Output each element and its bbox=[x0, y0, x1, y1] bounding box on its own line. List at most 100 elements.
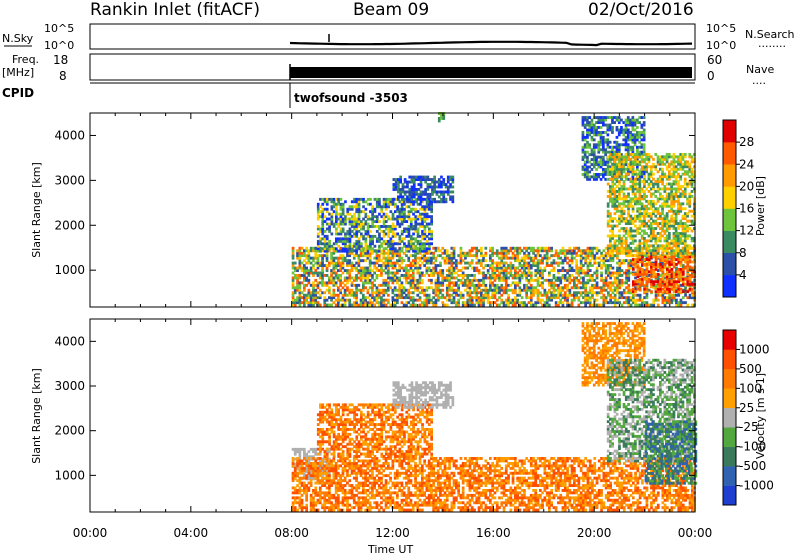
data-cell bbox=[403, 202, 406, 206]
data-cell bbox=[602, 116, 605, 119]
data-cell bbox=[645, 195, 648, 198]
data-cell bbox=[665, 177, 669, 181]
data-cell bbox=[649, 222, 653, 225]
data-cell bbox=[591, 283, 594, 287]
data-cell bbox=[636, 229, 639, 233]
data-cell bbox=[602, 145, 605, 149]
data-cell bbox=[631, 187, 635, 191]
data-cell bbox=[656, 209, 660, 213]
data-cell bbox=[402, 291, 406, 295]
data-cell bbox=[629, 288, 633, 292]
data-cell bbox=[672, 224, 676, 228]
data-cell bbox=[652, 251, 655, 255]
data-cell bbox=[654, 165, 658, 169]
data-cell bbox=[364, 271, 367, 275]
data-cell bbox=[398, 234, 402, 238]
data-cell bbox=[450, 293, 454, 297]
data-cell bbox=[373, 207, 377, 211]
data-cell bbox=[466, 301, 470, 305]
data-cell bbox=[672, 227, 676, 230]
data-cell bbox=[633, 123, 637, 127]
data-cell bbox=[609, 301, 612, 305]
data-cell bbox=[514, 276, 517, 280]
data-cell bbox=[631, 222, 635, 225]
data-cell bbox=[337, 278, 340, 282]
data-cell bbox=[400, 274, 404, 277]
data-cell bbox=[604, 276, 608, 280]
data-cell bbox=[455, 303, 458, 307]
data-cell bbox=[582, 271, 585, 275]
data-cell bbox=[416, 281, 420, 285]
data-cell bbox=[597, 140, 601, 144]
data-cell bbox=[618, 214, 621, 218]
data-cell bbox=[668, 293, 671, 297]
data-cell bbox=[482, 301, 485, 305]
data-cell bbox=[314, 261, 318, 265]
data-cell bbox=[541, 303, 544, 307]
data-cell bbox=[484, 293, 488, 297]
data-cell bbox=[609, 234, 612, 238]
data-cell bbox=[425, 293, 429, 297]
data-cell bbox=[477, 269, 481, 272]
data-cell bbox=[455, 276, 458, 280]
data-cell bbox=[470, 249, 474, 253]
data-cell bbox=[441, 296, 445, 300]
data-cell bbox=[498, 303, 501, 307]
data-cell bbox=[665, 227, 669, 230]
data-cell bbox=[489, 266, 492, 270]
data-cell bbox=[400, 293, 404, 297]
data-cell bbox=[554, 254, 558, 258]
nsky-panel: N.Sky 10^5 10^0 10^5 10^0 N.Search .....… bbox=[2, 22, 795, 52]
data-cell bbox=[346, 237, 350, 241]
data-cell bbox=[489, 276, 492, 280]
data-cell bbox=[643, 204, 646, 208]
data-cell bbox=[428, 202, 431, 206]
data-cell bbox=[527, 266, 531, 270]
data-cell bbox=[636, 251, 639, 255]
data-cell bbox=[428, 247, 431, 251]
data-cell bbox=[303, 249, 306, 253]
data-cell bbox=[316, 232, 320, 236]
data-cell bbox=[449, 175, 452, 179]
data-cell bbox=[389, 239, 393, 243]
data-cell bbox=[330, 281, 333, 285]
data-cell bbox=[523, 251, 526, 255]
data-cell bbox=[412, 180, 416, 184]
data-cell bbox=[312, 259, 315, 263]
data-cell bbox=[636, 126, 639, 129]
data-cell bbox=[518, 301, 522, 305]
data-cell bbox=[609, 239, 612, 243]
data-cell bbox=[679, 209, 683, 213]
data-cell bbox=[434, 264, 438, 267]
data-cell bbox=[599, 138, 603, 142]
data-cell bbox=[602, 138, 605, 142]
data-cell bbox=[325, 251, 329, 255]
data-cell bbox=[532, 251, 535, 255]
data-cell bbox=[518, 264, 522, 267]
data-cell bbox=[674, 232, 678, 235]
data-cell bbox=[398, 242, 402, 246]
data-cell bbox=[668, 209, 671, 213]
data-cell bbox=[459, 254, 463, 258]
data-cell bbox=[412, 207, 415, 211]
data-cell bbox=[554, 249, 558, 253]
data-cell bbox=[652, 227, 655, 230]
data-cell bbox=[369, 239, 372, 243]
data-cell bbox=[489, 288, 492, 292]
data-cell bbox=[622, 241, 626, 245]
data-cell bbox=[620, 160, 624, 164]
data-cell bbox=[626, 177, 630, 181]
data-cell bbox=[599, 126, 603, 129]
data-cell bbox=[330, 232, 334, 236]
data-cell bbox=[387, 197, 390, 201]
data-cell bbox=[415, 178, 418, 181]
data-cell bbox=[359, 266, 363, 270]
data-cell bbox=[652, 192, 655, 196]
data-cell bbox=[500, 301, 504, 305]
data-cell bbox=[375, 217, 379, 221]
data-cell bbox=[400, 266, 404, 270]
data-cell bbox=[436, 249, 440, 253]
data-cell bbox=[430, 230, 433, 233]
data-cell bbox=[316, 212, 320, 216]
data-cell bbox=[534, 288, 538, 292]
